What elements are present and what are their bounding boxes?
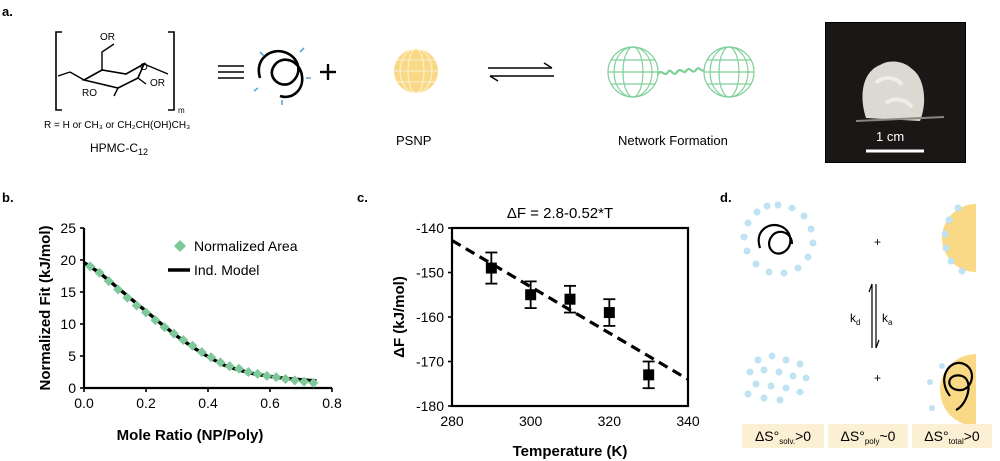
hydrogel-blob-icon — [855, 61, 945, 153]
rate-arrows-icon — [868, 283, 880, 349]
solvated-particle-icon — [941, 204, 976, 275]
data-point-normalized-area — [299, 376, 310, 387]
data-point-square — [564, 293, 576, 305]
data-point-normalized-area — [308, 377, 319, 388]
chart-title: ΔF = 2.8-0.52*T — [507, 205, 613, 222]
plus-top: + — [874, 235, 881, 249]
y-axis-label: Normalized Fit (kJ/mol) — [37, 225, 54, 390]
data-point-normalized-area — [103, 276, 114, 287]
thermo-schematic: + kd ka + — [740, 201, 976, 425]
y-tick-label: -170 — [416, 354, 444, 370]
solvated-polymer-icon — [740, 201, 817, 277]
panel-a-label: a. — [2, 4, 13, 19]
x-tick-label: 0.8 — [322, 395, 342, 411]
substituent-left: RO — [82, 88, 97, 99]
y-tick-label: 0 — [68, 380, 76, 396]
entropy-total: ΔS°total>0 — [912, 424, 992, 448]
equivalence-icon — [218, 65, 244, 79]
y-tick-label: -140 — [416, 220, 444, 236]
y-tick-label: 20 — [60, 252, 76, 268]
y-tick-label: 25 — [60, 220, 76, 236]
data-point-normalized-area — [271, 372, 282, 383]
plus-bottom: + — [874, 371, 881, 385]
data-point-normalized-area — [196, 347, 207, 358]
data-point-normalized-area — [141, 307, 151, 318]
ring-oxygen: O — [140, 62, 148, 73]
data-point-square — [603, 307, 615, 319]
y-tick-label: -180 — [416, 398, 444, 414]
equilibrium-arrows-icon — [488, 62, 554, 82]
x-tick-label: 0.0 — [74, 395, 94, 411]
data-point-normalized-area — [85, 261, 96, 272]
plus-icon — [320, 64, 336, 80]
legend-label-ind-model: Ind. Model — [194, 262, 259, 278]
y-axis-label: ΔF (kJ/mol) — [391, 276, 408, 358]
free-solvent-icon — [744, 352, 810, 404]
scale-bar-label: 1 cm — [876, 129, 905, 144]
data-point-normalized-area — [280, 374, 291, 385]
y-tick-label: 10 — [60, 316, 76, 332]
x-tick-label: 0.4 — [198, 395, 218, 411]
panel-c-label: c. — [357, 190, 368, 205]
data-point-normalized-area — [122, 292, 133, 303]
data-point-normalized-area — [94, 267, 105, 278]
psnp-label: PSNP — [396, 133, 432, 148]
x-axis-label: Mole Ratio (NP/Poly) — [117, 427, 264, 444]
data-point-normalized-area — [168, 328, 179, 339]
data-point-square — [485, 262, 497, 274]
x-tick-label: 320 — [598, 413, 622, 429]
network-formation-icon — [607, 46, 755, 98]
y-tick-label: 5 — [68, 348, 76, 364]
data-point-normalized-area — [234, 363, 244, 374]
x-tick-label: 300 — [519, 413, 543, 429]
data-point-normalized-area — [206, 352, 217, 363]
polymer-name: HPMC-C12 — [90, 141, 149, 157]
data-point-square — [643, 369, 655, 381]
hydrogel-photo: 1 cm — [825, 22, 966, 163]
data-point-normalized-area — [150, 315, 161, 326]
panel-d-label: d. — [720, 190, 732, 205]
y-tick-label: -160 — [416, 309, 444, 325]
data-point-normalized-area — [224, 361, 235, 372]
y-tick-label: -150 — [416, 265, 444, 281]
chart-b: 0.0 0.2 0.4 0.6 0.8 0 5 10 15 20 25 Mole Ratio (NP/… — [37, 220, 342, 444]
y-tick-label: 15 — [60, 284, 76, 300]
entropy-polymer: ΔS°poly~0 — [828, 424, 908, 448]
data-point-normalized-area — [159, 322, 170, 333]
series-line-ind-model — [83, 261, 317, 383]
panel-b-label: b. — [2, 190, 14, 205]
legend-label-normalized-area: Normalized Area — [194, 238, 298, 254]
data-point-square — [525, 289, 537, 301]
entropy-labels: ΔS°solv.>0 ΔS°poly~0 ΔS°total>0 — [742, 424, 992, 448]
legend-marker-normalized-area — [174, 240, 186, 252]
data-point-normalized-area — [113, 284, 124, 295]
data-point-normalized-area — [289, 375, 300, 386]
x-axis-label: Temperature (K) — [513, 443, 628, 460]
psnp-sphere-icon — [394, 48, 438, 94]
entropy-solvent: ΔS°solv.>0 — [742, 424, 824, 448]
data-point-normalized-area — [187, 340, 198, 351]
subscript-m: m — [178, 106, 185, 115]
x-tick-label: 0.2 — [136, 395, 156, 411]
x-tick-label: 0.6 — [260, 395, 280, 411]
r-definition: R = H or CH₃ or CH₂CH(OH)CH₃ — [44, 120, 191, 131]
substituent-top: OR — [100, 32, 115, 43]
data-point-normalized-area — [252, 368, 263, 379]
x-tick-label: 280 — [440, 413, 464, 429]
data-point-normalized-area — [178, 335, 189, 345]
hpmc-structure-diagram — [55, 31, 175, 111]
data-point-normalized-area — [243, 367, 254, 377]
rate-ka: ka — [882, 311, 893, 327]
adsorbed-polymer-icon — [927, 354, 976, 425]
data-point-normalized-area — [261, 370, 272, 381]
substituent-right: OR — [150, 78, 165, 89]
chart-c: 280 300 320 340 -140 -150 -160 -170 -180 ΔF = 2.8… — [391, 205, 700, 460]
data-point-normalized-area — [131, 300, 142, 311]
rate-kd: kd — [850, 311, 860, 327]
polymer-coil-icon — [253, 47, 311, 105]
data-point-normalized-area — [215, 357, 226, 368]
x-tick-label: 340 — [676, 413, 700, 429]
network-formation-label: Network Formation — [618, 133, 728, 148]
